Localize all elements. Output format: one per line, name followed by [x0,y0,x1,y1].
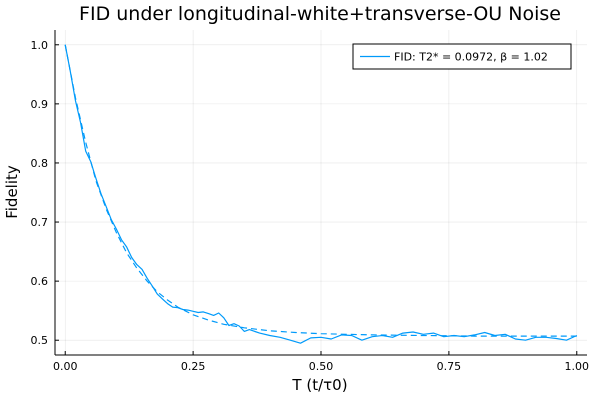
grid-lines [55,30,587,355]
x-axis-label: T (t/τ0) [291,376,347,394]
y-tick-label: 0.7 [31,216,49,229]
x-tick-label: 0.00 [53,360,78,373]
y-tick-label: 1.0 [31,39,49,52]
axes [54,30,587,356]
x-tick-label: 1.00 [565,360,590,373]
tick-labels: 0.00 0.25 0.50 0.75 1.00 0.5 0.6 0.7 0.8 0.9 1.0 [31,39,590,373]
y-axis-label: Fidelity [3,165,21,219]
x-tick-label: 0.25 [181,360,206,373]
y-tick-label: 0.8 [31,157,49,170]
y-tick-label: 0.5 [31,334,49,347]
chart-title: FID under longitudinal-white+transverse-… [79,3,561,25]
legend-label: FID: T2* = 0.0972, β = 1.02 [394,51,548,64]
series-lines [64,44,578,344]
legend: FID: T2* = 0.0972, β = 1.02 [352,43,572,70]
y-tick-label: 0.6 [31,275,49,288]
fit-curve-line [64,44,577,337]
y-tick-label: 0.9 [31,98,49,111]
x-tick-label: 0.75 [437,360,462,373]
x-tick-label: 0.50 [309,360,334,373]
